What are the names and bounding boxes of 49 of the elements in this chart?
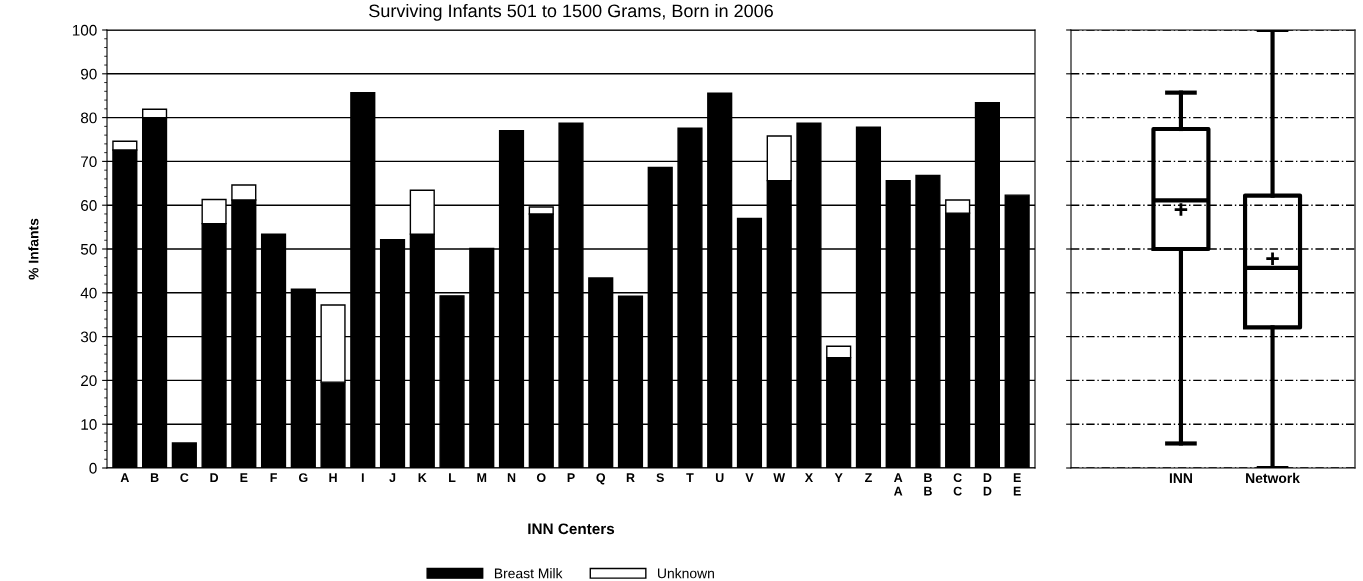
legend-label: Unknown [658,568,714,579]
x-tick-label: P [567,473,575,482]
x-tick-label: F [270,473,277,482]
x-tick-label: C [180,473,189,483]
x-tick-label: Q [596,473,606,485]
x-tick-label: W [773,473,786,482]
x-tick-label: N [507,473,516,482]
y-tick-label: 70 [81,156,97,168]
x-tick-label: B [150,473,159,482]
y-tick-label: 100 [72,24,97,36]
y-tick-label: 60 [81,200,97,211]
x-tick-label: Y [834,473,843,482]
x-tick-label: B B [924,473,932,496]
x-tick-label: X [804,473,814,482]
x-tick-label: K [418,473,427,482]
y-tick-label: 10 [81,419,97,430]
y-tick-label: 50 [80,243,97,255]
x-tick-label: A [120,473,130,482]
x-tick-label: E E [1013,473,1021,496]
legend-label: Breast Milk [494,568,563,579]
x-tick-label: R [626,473,635,482]
x-tick-label: D [210,473,219,482]
y-tick-label: 80 [80,112,97,124]
x-tick-label: A A [893,473,903,496]
x-tick-label: Z [864,473,872,482]
y-tick-label: 40 [80,287,97,299]
x-tick-label: T [686,473,694,482]
x-tick-label: C C [953,473,962,496]
x-tick-label: D D [983,473,992,496]
x-tick-label: Network [1246,472,1300,484]
x-tick-label: L [449,473,456,482]
y-tick-label: 30 [80,331,97,343]
x-tick-label: M [477,473,487,482]
y-tick-label: 90 [81,68,97,80]
x-tick-label: E [240,473,248,482]
y-tick-label: 20 [81,375,97,387]
x-tick-label: INN [1169,473,1192,483]
x-tick-label: S [656,473,664,483]
x-tick-label: J [389,473,396,483]
x-tick-label: I [361,473,364,482]
x-tick-label: V [745,473,754,482]
x-tick-label: O [536,473,546,483]
y-tick-label: 0 [89,462,97,474]
y-axis-title: % Infants [28,218,39,280]
x-tick-label: H [329,473,337,482]
x-tick-label: U [715,473,724,483]
chart-title: Surviving Infants 501 to 1500 Grams, Born in 2006 [369,4,773,21]
x-axis-title: INN Centers [528,523,615,535]
x-tick-label: G [298,473,308,483]
